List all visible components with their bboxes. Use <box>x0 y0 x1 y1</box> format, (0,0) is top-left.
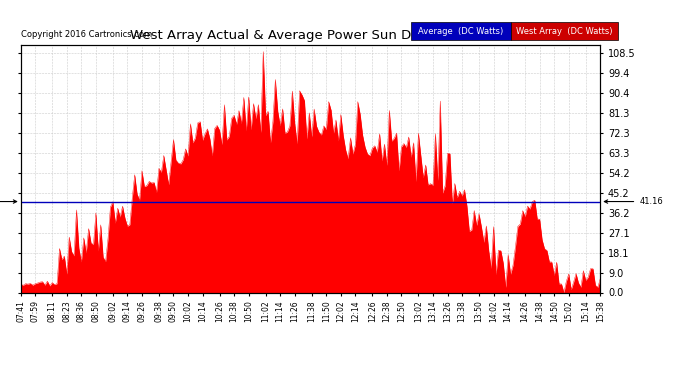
Text: West Array  (DC Watts): West Array (DC Watts) <box>516 27 612 36</box>
Text: 41.16: 41.16 <box>604 197 663 206</box>
Text: Copyright 2016 Cartronics.com: Copyright 2016 Cartronics.com <box>21 30 152 39</box>
Text: 41.16: 41.16 <box>0 197 17 206</box>
Text: Average  (DC Watts): Average (DC Watts) <box>418 27 503 36</box>
Title: West Array Actual & Average Power Sun Dec 25 15:42: West Array Actual & Average Power Sun De… <box>130 30 491 42</box>
